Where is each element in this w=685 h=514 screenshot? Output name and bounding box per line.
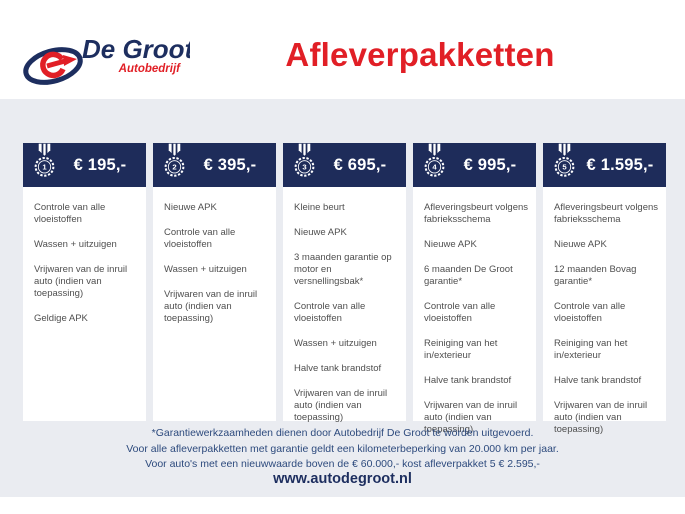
- medal-icon: 5: [554, 143, 575, 177]
- package-item: Halve tank brandstof: [294, 363, 382, 374]
- footnote-line: Voor auto's met een nieuwwaarde boven de…: [145, 458, 540, 470]
- package-item: Vrijwaren van de inruil auto (indien van…: [294, 388, 388, 423]
- package-item: Nieuwe APK: [424, 239, 477, 250]
- logo-arrow-head: [63, 55, 77, 66]
- package-item: Controle van alle vloeistoffen: [554, 301, 626, 324]
- package-items: Kleine beurt Nieuwe APK 3 maanden garantie…: [283, 187, 406, 447]
- package-price: € 995,-: [463, 155, 517, 174]
- logo-orbit-shape: [23, 47, 83, 85]
- package-item: Halve tank brandstof: [554, 375, 642, 386]
- medal-number: 3: [302, 163, 306, 172]
- package-item: Wassen + uitzuigen: [164, 264, 247, 275]
- package-item: Wassen + uitzuigen: [294, 338, 377, 349]
- package-item: 3 maanden garantie op motor en versnelli…: [294, 252, 392, 287]
- logo-g-shape: [40, 51, 66, 79]
- package-items: Controle van alle vloeistoffen Wassen + u…: [23, 187, 146, 348]
- package-card-header: 3 € 695,-: [283, 143, 406, 187]
- package-card-header: 5 € 1.595,-: [543, 143, 666, 187]
- package-item: 12 maanden Bovag garantie*: [554, 264, 637, 287]
- medal-number: 1: [42, 163, 47, 172]
- package-card: 4 € 995,- Afleveringsbeurt volgens fabri…: [413, 143, 536, 435]
- logo-arrow-shaft: [46, 58, 66, 69]
- package-item: Vrijwaren van de inruil auto (indien van…: [424, 400, 518, 435]
- package-item: Wassen + uitzuigen: [34, 239, 117, 250]
- package-item: Vrijwaren van de inruil auto (indien van…: [164, 289, 258, 324]
- medal-icon: 2: [164, 143, 185, 177]
- medal-icon: 1: [34, 143, 55, 177]
- package-item: Nieuwe APK: [554, 239, 607, 250]
- page-title: Afleverpakketten: [285, 36, 555, 73]
- package-item: Controle van alle vloeistoffen: [424, 301, 496, 324]
- packages-row: 1 € 195,- Controle van alle vloeistoffen…: [23, 143, 666, 435]
- footnotes: *Garantiewerkzaamheden dienen door Autob…: [0, 426, 685, 473]
- package-card: 1 € 195,- Controle van alle vloeistoffen…: [23, 143, 146, 421]
- package-card-header: 2 € 395,-: [153, 143, 276, 187]
- logo-subtitle: Autobedrijf: [118, 63, 181, 75]
- package-item: Nieuwe APK: [294, 227, 347, 238]
- package-item: Kleine beurt: [294, 202, 345, 213]
- package-card-header: 4 € 995,-: [413, 143, 536, 187]
- package-item: Geldige APK: [34, 313, 88, 324]
- package-items: Afleveringsbeurt volgens fabrieksschema N…: [543, 187, 666, 459]
- website-link[interactable]: www.autodegroot.nl: [273, 471, 412, 487]
- package-price: € 395,-: [203, 155, 257, 174]
- package-item: Afleveringsbeurt volgens fabrieksschema: [554, 202, 659, 225]
- degroot-logo: De Groot Autobedrijf: [23, 34, 190, 85]
- footnote-line: *Garantiewerkzaamheden dienen door Autob…: [151, 427, 534, 439]
- medal-number: 4: [432, 163, 437, 172]
- medal-icon: 3: [294, 143, 315, 177]
- package-items: Nieuwe APK Controle van alle vloeistoffen…: [153, 187, 276, 348]
- logo-name: De Groot: [82, 34, 190, 64]
- package-items: Afleveringsbeurt volgens fabrieksschema N…: [413, 187, 536, 459]
- package-item: Reiniging van het in/exterieur: [424, 338, 498, 361]
- package-card: 5 € 1.595,- Afleveringsbeurt volgens fab…: [543, 143, 666, 435]
- package-price: € 195,-: [73, 155, 127, 174]
- package-item: Vrijwaren van de inruil auto (indien van…: [34, 264, 128, 299]
- package-item: Controle van alle vloeistoffen: [34, 202, 106, 225]
- package-item: Vrijwaren van de inruil auto (indien van…: [554, 400, 648, 435]
- package-item: Halve tank brandstof: [424, 375, 512, 386]
- package-price: € 695,-: [333, 155, 387, 174]
- package-card-header: 1 € 195,-: [23, 143, 146, 187]
- package-item: Reiniging van het in/exterieur: [554, 338, 628, 361]
- medal-number: 2: [172, 163, 176, 172]
- medal-number: 5: [562, 163, 567, 172]
- package-card: 2 € 395,- Nieuwe APK Controle van alle vl…: [153, 143, 276, 421]
- package-item: 6 maanden De Groot garantie*: [424, 264, 513, 287]
- package-item: Afleveringsbeurt volgens fabrieksschema: [424, 202, 529, 225]
- medal-icon: 4: [424, 143, 445, 177]
- package-item: Nieuwe APK: [164, 202, 217, 213]
- package-item: Controle van alle vloeistoffen: [294, 301, 366, 324]
- footnote-line: Voor alle afleverpakketten met garantie …: [126, 442, 559, 455]
- package-card: 3 € 695,- Kleine beurt Nieuwe APK 3 maande…: [283, 143, 406, 423]
- package-price: € 1.595,-: [586, 155, 654, 174]
- package-item: Controle van alle vloeistoffen: [164, 227, 236, 250]
